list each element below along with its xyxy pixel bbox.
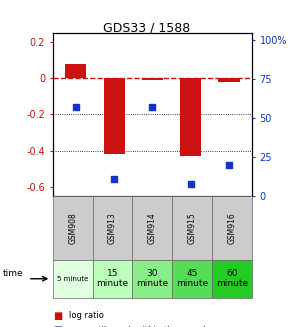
Text: 45
minute: 45 minute xyxy=(176,269,208,288)
Text: GSM913: GSM913 xyxy=(108,212,117,244)
Text: GSM915: GSM915 xyxy=(188,212,197,244)
Text: ■: ■ xyxy=(53,325,62,327)
Text: percentile rank within the sample: percentile rank within the sample xyxy=(69,326,211,327)
Bar xyxy=(65,63,86,78)
Text: 5 minute: 5 minute xyxy=(57,276,88,282)
Text: 30
minute: 30 minute xyxy=(136,269,168,288)
Text: 60
minute: 60 minute xyxy=(216,269,248,288)
Point xyxy=(227,163,231,168)
Text: GSM908: GSM908 xyxy=(68,212,77,244)
Bar xyxy=(142,78,163,80)
Point xyxy=(73,105,78,110)
Text: GDS33 / 1588: GDS33 / 1588 xyxy=(103,21,190,34)
Text: ■: ■ xyxy=(53,311,62,320)
Text: 15
minute: 15 minute xyxy=(96,269,129,288)
Text: GSM914: GSM914 xyxy=(148,212,157,244)
Text: time: time xyxy=(3,269,23,278)
Bar xyxy=(219,78,240,82)
Point xyxy=(188,181,193,186)
Text: GSM916: GSM916 xyxy=(228,212,236,244)
Point xyxy=(150,105,155,110)
Text: log ratio: log ratio xyxy=(69,311,104,320)
Bar xyxy=(180,78,201,156)
Bar xyxy=(103,78,125,154)
Point xyxy=(112,177,116,182)
